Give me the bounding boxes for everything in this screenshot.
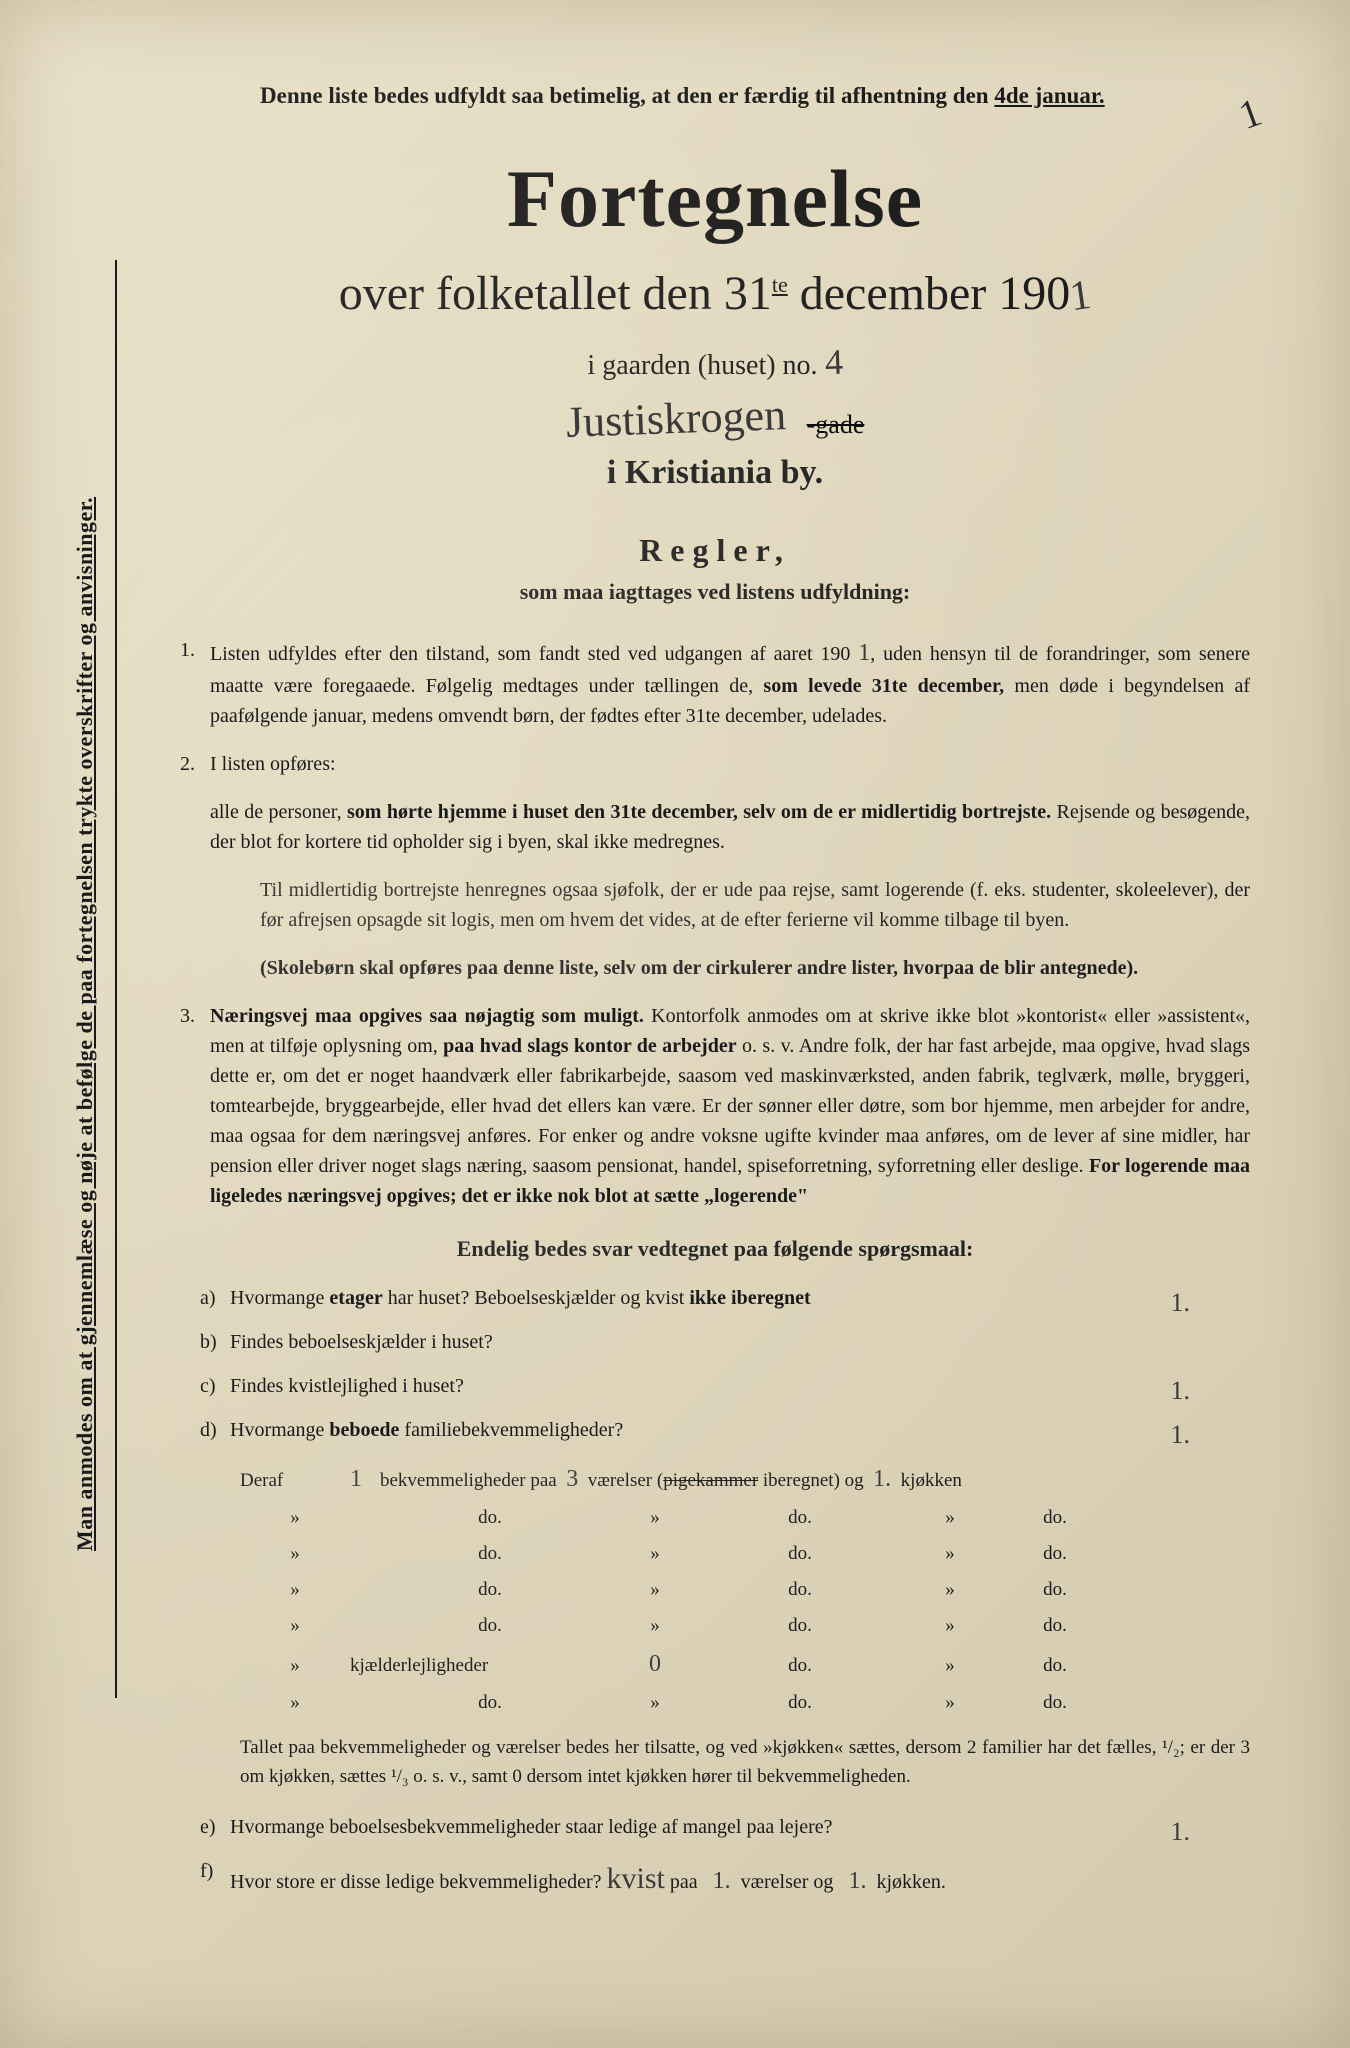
vertical-divider (115, 260, 117, 1698)
street-name-handwritten: Justiskrogen (565, 389, 787, 448)
first-count: 1 (350, 1466, 380, 1493)
rooms-table: Deraf 1 bekvemmeligheder paa 3 værelser … (180, 1466, 1250, 1714)
question-f-paa: paa (670, 1871, 698, 1893)
question-a-letter: a) (200, 1282, 216, 1314)
question-a-text: Hvormange etager har huset? Beboelseskjæ… (230, 1287, 811, 1309)
question-c: c) Findes kvistlejlighed i huset? 1. (180, 1370, 1250, 1402)
question-f-handwritten: kvist (607, 1862, 665, 1895)
deraf-label: Deraf (240, 1470, 350, 1492)
table-row: » do. » do. » do. (240, 1543, 1250, 1565)
rule-2-bold: (Skolebørn skal opføres paa denne liste,… (180, 953, 1250, 983)
gaard-label: i gaarden (huset) no. (587, 350, 817, 381)
street-suffix-struck: -gade (807, 410, 865, 439)
rule-3-number: 3. (180, 1001, 195, 1031)
table-row: » do. » do. » do. (240, 1615, 1250, 1637)
regler-subtitle: som maa iagttages ved listens udfyldning… (180, 579, 1250, 605)
question-f: f) Hvor store er disse ledige bekvemmeli… (180, 1855, 1250, 1903)
document-page: 1 Man anmodes om at gjennemlæse og nøje … (0, 0, 1350, 2048)
question-e-text: Hvormange beboelsesbekvemmeligheder staa… (230, 1816, 833, 1838)
rule-2-indent: Til midlertidig bortrejste henregnes ogs… (180, 875, 1250, 935)
gaard-line: i gaarden (huset) no. 4 (180, 341, 1250, 383)
question-c-letter: c) (200, 1370, 216, 1402)
rule-1-text: Listen udfyldes efter den tilstand, som … (210, 643, 1250, 727)
questions-header: Endelig bedes svar vedtegnet paa følgend… (180, 1236, 1250, 1262)
rule-3-text: Næringsvej maa opgives saa nøjagtig som … (210, 1005, 1250, 1207)
question-f-letter: f) (200, 1855, 213, 1887)
year-handwritten: 1 (1067, 271, 1094, 321)
page-number-handwritten: 1 (1233, 88, 1268, 139)
title-sub-post: december 190 (788, 267, 1071, 320)
city-line: i Kristiania by. (180, 454, 1250, 492)
vertical-instruction: Man anmodes om at gjennemlæse og nøje at… (72, 224, 98, 1824)
title-subtitle: over folketallet den 31te december 1901 (180, 266, 1250, 321)
title-main: Fortegnelse (180, 152, 1250, 246)
rule-2: 2. I listen opføres: (180, 749, 1250, 779)
question-c-text: Findes kvistlejlighed i huset? (230, 1375, 464, 1397)
header-notice-text: Denne liste bedes udfyldt saa betimelig,… (260, 83, 994, 108)
question-f-kj: kjøkken. (876, 1871, 945, 1893)
street-line: Justiskrogen -gade (180, 393, 1250, 444)
question-a-answer: 1. (1171, 1282, 1191, 1324)
question-f-text: Hvor store er disse ledige bekvemmelighe… (230, 1871, 602, 1893)
question-c-answer: 1. (1171, 1370, 1191, 1412)
kjaelder-label: kjælderlejligheder (350, 1655, 630, 1677)
rule-1: 1. Listen udfyldes efter den tilstand, s… (180, 635, 1250, 731)
question-b: b) Findes beboelseskjælder i huset? (180, 1326, 1250, 1358)
table-row: » do. » do. » do. (240, 1507, 1250, 1529)
table-row: » do. » do. » do. (240, 1579, 1250, 1601)
question-e-letter: e) (200, 1811, 216, 1843)
table-row: » do. » do. » do. (240, 1692, 1250, 1714)
rule-2-intro: I listen opføres: (210, 753, 336, 775)
title-sub-sup: te (772, 272, 788, 297)
question-b-letter: b) (200, 1326, 217, 1358)
rule-2-number: 2. (180, 749, 195, 779)
table-row-first: Deraf 1 bekvemmeligheder paa 3 værelser … (240, 1466, 1250, 1493)
question-f-vaer: værelser og (741, 1871, 834, 1893)
question-b-text: Findes beboelseskjælder i huset? (230, 1331, 493, 1353)
rule-1-number: 1. (180, 635, 195, 665)
header-notice: Denne liste bedes udfyldt saa betimelig,… (260, 80, 1250, 112)
gaard-number: 4 (824, 341, 843, 384)
kjaelder-count: 0 (630, 1651, 680, 1678)
question-f-k: 1. (848, 1868, 866, 1894)
header-notice-date: 4de januar. (994, 83, 1104, 108)
title-sub-pre: over folketallet den 31 (339, 267, 772, 320)
question-d-letter: d) (200, 1414, 217, 1446)
question-e-answer: 1. (1171, 1811, 1191, 1853)
question-d-text: Hvormange beboede familiebekvemmelighede… (230, 1419, 623, 1441)
question-d: d) Hvormange beboede familiebekvemmeligh… (180, 1414, 1250, 1446)
question-d-answer: 1. (1171, 1414, 1191, 1456)
question-f-v: 1. (713, 1868, 731, 1894)
table-note: Tallet paa bekvemmeligheder og værelser … (240, 1734, 1250, 1791)
rule-3: 3. Næringsvej maa opgives saa nøjagtig s… (180, 1001, 1250, 1211)
regler-title: Regler, (180, 532, 1250, 569)
table-row-kjaelder: » kjælderlejligheder 0 do. » do. (240, 1651, 1250, 1678)
rule-2-body: alle de personer, som hørte hjemme i hus… (180, 797, 1250, 857)
question-e: e) Hvormange beboelsesbekvemmeligheder s… (180, 1811, 1250, 1843)
question-a: a) Hvormange etager har huset? Beboelses… (180, 1282, 1250, 1314)
bekv-label: bekvemmeligheder paa 3 værelser (pigekam… (380, 1466, 962, 1493)
